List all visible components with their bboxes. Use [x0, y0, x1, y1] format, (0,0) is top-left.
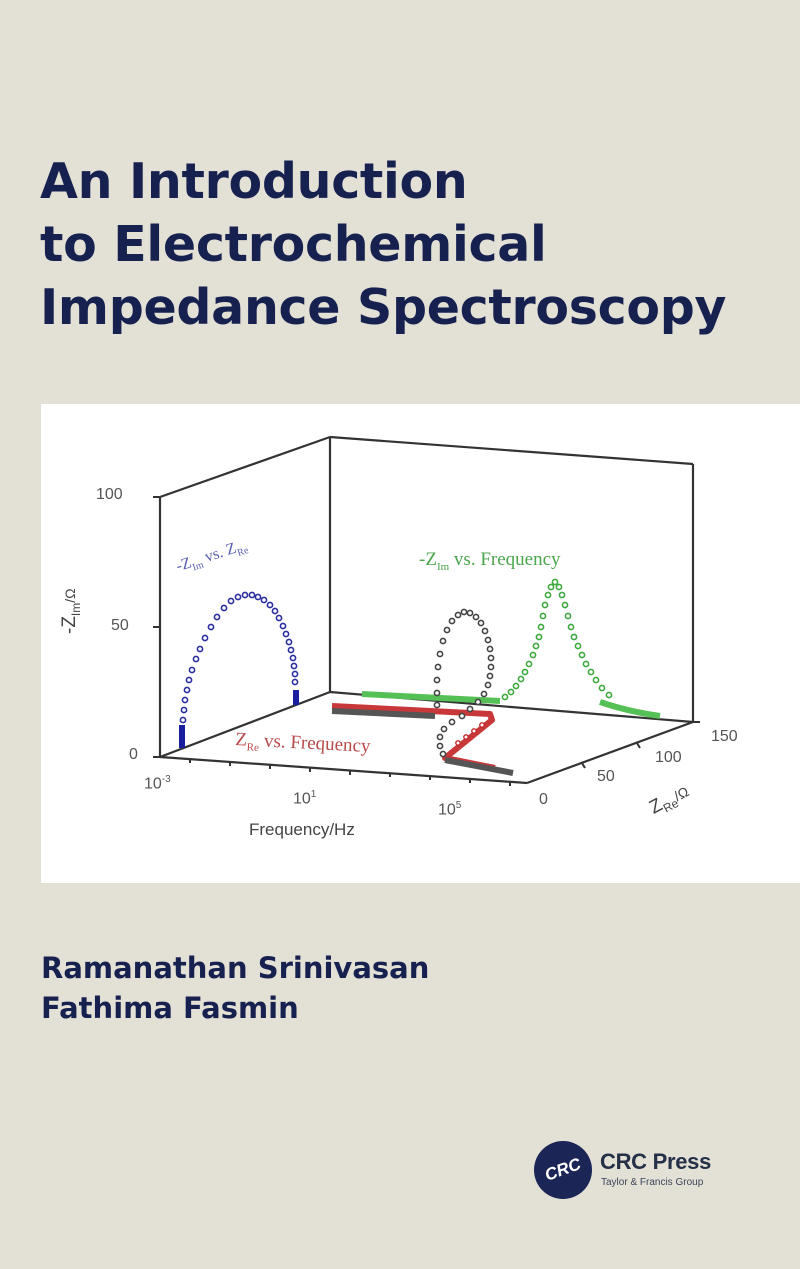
publisher-group: Taylor & Francis Group — [601, 1177, 704, 1188]
title-line-3: Impedance Spectroscopy — [40, 279, 727, 336]
z-axis-label: -ZIm/Ω — [59, 588, 83, 634]
z-tick-0: 0 — [129, 746, 138, 763]
frequency-axis-label: Frequency/Hz — [249, 820, 355, 839]
crc-logo-icon: CRC — [534, 1141, 592, 1199]
z-tick-100: 100 — [96, 486, 123, 503]
z-axis-ticks — [153, 496, 160, 758]
imag-vs-frequency-series — [361, 578, 661, 719]
author-1: Ramanathan Srinivasan — [41, 951, 430, 985]
impedance-3d-locus — [331, 608, 514, 776]
zre-tick-0: 0 — [539, 791, 548, 808]
publisher-name: CRC Press — [600, 1149, 712, 1174]
zre-tick-150: 150 — [711, 728, 738, 745]
zre-tick-100: 100 — [655, 749, 682, 766]
zre-tick-50: 50 — [597, 768, 615, 785]
nyquist-series — [179, 591, 299, 748]
imag-frequency-annotation: -ZIm vs. Frequency — [419, 549, 561, 573]
book-title: An Introduction to Electrochemical Imped… — [40, 150, 726, 339]
frequency-axis-ticks — [189, 759, 511, 786]
zre-axis-ticks — [581, 721, 700, 769]
publisher-logo: CRC CRC Press Taylor & Francis Group — [534, 1141, 754, 1201]
freq-tick-1e5: 105 — [438, 800, 462, 819]
freq-tick-1e-3: 10-3 — [144, 774, 171, 793]
freq-tick-1e1: 101 — [293, 789, 317, 808]
title-line-1: An Introduction — [40, 153, 468, 210]
title-line-2: to Electrochemical — [40, 216, 547, 273]
author-2: Fathima Fasmin — [41, 991, 299, 1025]
z-tick-50: 50 — [111, 617, 129, 634]
author-list: Ramanathan Srinivasan Fathima Fasmin — [41, 948, 429, 1028]
impedance-3d-chart — [153, 435, 700, 786]
cover-figure-panel: 100 50 0 -ZIm/Ω 10-3 101 105 Frequency/H… — [41, 404, 800, 883]
